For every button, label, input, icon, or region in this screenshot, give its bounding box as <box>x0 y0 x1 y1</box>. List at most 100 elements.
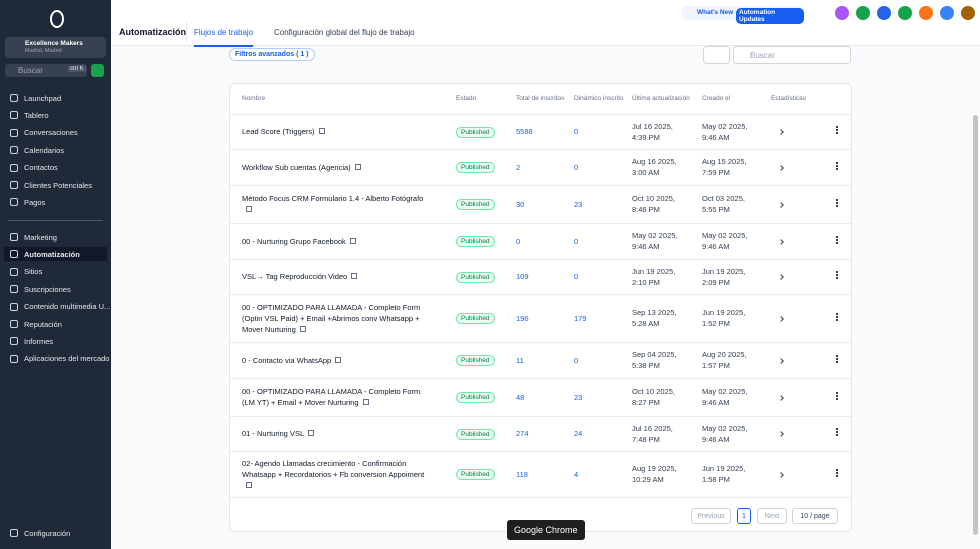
nav-item[interactable]: Contactos <box>10 161 58 175</box>
icon-button[interactable] <box>940 6 954 20</box>
avatar[interactable] <box>961 6 975 20</box>
stats-arrow[interactable] <box>778 164 784 171</box>
name-link[interactable]: 02- Agendo Llamadas crecimiento - Confir… <box>242 458 425 479</box>
tab[interactable]: Flujos de trabajo <box>194 28 254 47</box>
stats-arrow[interactable] <box>778 471 784 478</box>
dynamic-enrolled[interactable]: 0 <box>570 149 628 186</box>
nav-item[interactable]: Sitios <box>10 265 42 279</box>
external-link-icon[interactable] <box>246 206 252 212</box>
kebab-menu[interactable] <box>836 468 838 477</box>
nav-item[interactable]: Clientes Potenciales <box>10 178 92 192</box>
icon-button[interactable] <box>898 6 912 20</box>
tab[interactable]: Configuración global del flujo de trabaj… <box>274 28 415 37</box>
external-link-icon[interactable] <box>351 273 358 279</box>
nav-label: Sitios <box>24 267 43 277</box>
page-button[interactable]: 1 <box>737 508 751 524</box>
external-link-icon[interactable] <box>318 128 325 134</box>
dynamic-enrolled[interactable]: 179 <box>570 294 628 343</box>
dynamic-enrolled[interactable]: 0 <box>570 342 628 379</box>
total-enrolled[interactable]: 109 <box>512 259 570 295</box>
total-enrolled[interactable]: 48 <box>512 378 570 417</box>
search-box[interactable]: Buscar <box>733 46 851 64</box>
name-link[interactable]: Método Focus CRM Formulario 1.4 - Albert… <box>242 194 424 203</box>
icon-button[interactable] <box>835 6 849 20</box>
dynamic-enrolled[interactable]: 0 <box>570 114 628 150</box>
dynamic-enrolled[interactable]: 4 <box>570 451 628 498</box>
icon-button[interactable] <box>877 6 891 20</box>
dynamic-enrolled[interactable]: 0 <box>570 223 628 260</box>
kebab-menu[interactable] <box>836 198 838 207</box>
total-enrolled[interactable]: 0 <box>512 223 570 260</box>
nav-item[interactable]: Suscripciones <box>10 282 71 296</box>
nav-item[interactable]: Conversaciones <box>10 126 78 140</box>
external-link-icon[interactable] <box>354 163 361 170</box>
kebab-menu[interactable] <box>836 235 838 244</box>
nav-item[interactable]: Launchpad <box>10 91 61 105</box>
kebab-menu[interactable] <box>836 161 838 170</box>
stats-arrow[interactable] <box>778 238 784 245</box>
external-link-icon[interactable] <box>362 399 369 405</box>
total-enrolled[interactable]: 2 <box>512 149 570 186</box>
dynamic-enrolled[interactable]: 23 <box>570 378 628 417</box>
dynamic-enrolled[interactable]: 0 <box>570 259 628 295</box>
nav-item[interactable]: Pagos <box>10 195 45 209</box>
status-badge: Published <box>456 162 495 173</box>
total-enrolled[interactable]: 196 <box>512 294 570 343</box>
stats-arrow[interactable] <box>778 315 784 322</box>
nav-item[interactable]: Marketing <box>10 230 57 244</box>
nav-item[interactable]: Informes <box>10 334 53 348</box>
stats-arrow[interactable] <box>778 357 784 364</box>
total-enrolled[interactable]: 11 <box>512 342 570 379</box>
page-size[interactable]: 10 / page <box>792 508 838 524</box>
external-link-icon[interactable] <box>349 237 356 244</box>
nav-item[interactable]: Automatización <box>4 247 107 262</box>
kebab-menu[interactable] <box>836 312 838 321</box>
icon-button[interactable] <box>919 6 933 20</box>
dynamic-enrolled[interactable]: 23 <box>570 185 628 224</box>
stats-arrow[interactable] <box>778 201 784 208</box>
nav-item[interactable]: Tablero <box>10 108 49 122</box>
nav-label: Automatización <box>24 249 80 259</box>
nav-item[interactable]: Configuración <box>10 526 70 540</box>
stats-arrow[interactable] <box>778 274 784 280</box>
add-button[interactable] <box>91 64 104 77</box>
total-enrolled[interactable]: 30 <box>512 185 570 224</box>
name-link[interactable]: 01 - Nurturing VSL <box>242 429 305 438</box>
external-link-icon[interactable] <box>299 325 306 332</box>
name-link[interactable]: Lead Score (Triggers) <box>242 127 315 136</box>
whats-new[interactable]: What's New Automation Updates <box>681 6 804 24</box>
filter-button[interactable]: Filtros avanzados ( 1 ) <box>229 48 315 61</box>
search[interactable]: Buscar ctrl K <box>5 64 87 77</box>
account-switcher[interactable]: Excellence Makers Madrid, Madrid <box>5 37 106 58</box>
name-link[interactable]: 00 - OPTIMIZADO PARA LLAMADA - Completo … <box>242 302 421 334</box>
total-enrolled[interactable]: 118 <box>512 451 570 498</box>
icon-button[interactable] <box>856 6 870 20</box>
total-enrolled[interactable]: 274 <box>512 416 570 452</box>
name-link[interactable]: Workflow Sub cuentas (Agencia) <box>242 162 351 172</box>
next-button[interactable]: Next <box>757 508 787 524</box>
kebab-menu[interactable] <box>836 354 838 363</box>
stats-arrow[interactable] <box>778 129 784 135</box>
kebab-menu[interactable] <box>836 391 838 400</box>
name-link[interactable]: 0 - Contacto via WhatsApp <box>242 355 332 365</box>
previous-button[interactable]: Previous <box>691 508 731 524</box>
external-link-icon[interactable] <box>308 430 315 436</box>
external-link-icon[interactable] <box>335 356 342 363</box>
external-link-icon[interactable] <box>246 481 252 488</box>
name-link[interactable]: VSL→ Tag Reproducción Video <box>242 272 348 281</box>
kebab-menu[interactable] <box>836 428 838 436</box>
name-link[interactable]: 00 - Nurturing Grupo Facebook <box>242 236 346 246</box>
nav-item[interactable]: Aplicaciones del mercado <box>10 352 109 366</box>
kebab-menu[interactable] <box>836 126 838 134</box>
nav-item[interactable]: Calendarios <box>10 143 64 157</box>
kebab-menu[interactable] <box>836 271 838 279</box>
name-link[interactable]: 00 - OPTIMIZADO PARA LLAMADA - Completo … <box>242 387 421 407</box>
total-enrolled[interactable]: 5588 <box>512 114 570 150</box>
nav-label: Contenido multimedia U... <box>24 302 111 312</box>
stats-arrow[interactable] <box>778 431 784 437</box>
stats-arrow[interactable] <box>778 394 784 401</box>
nav-item[interactable]: Reputación <box>10 317 62 331</box>
nav-item[interactable]: Contenido multimedia U... <box>10 300 110 314</box>
history-button[interactable] <box>703 46 730 64</box>
dynamic-enrolled[interactable]: 24 <box>570 416 628 452</box>
